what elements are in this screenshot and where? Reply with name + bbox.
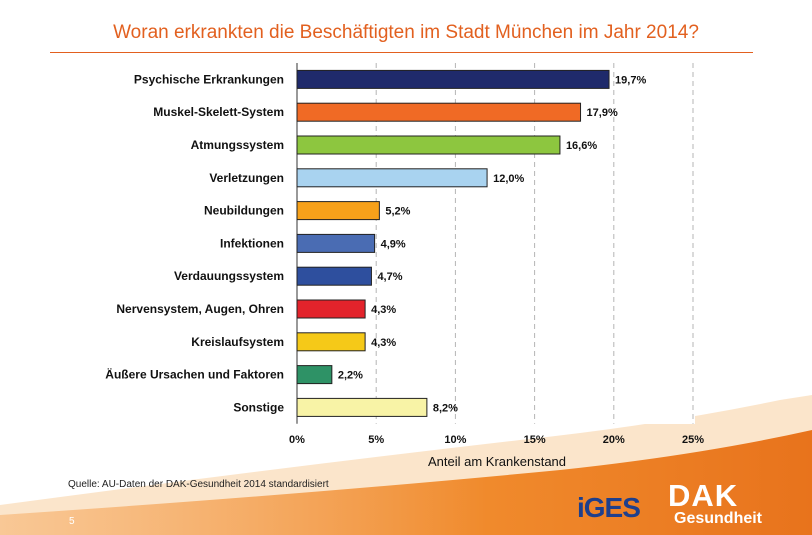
category-label: Äußere Ursachen und Faktoren [105,367,284,382]
data-label: 19,7% [615,74,646,86]
x-tick-label: 15% [524,434,546,446]
data-label: 5,2% [385,206,410,218]
data-label: 4,9% [381,238,406,250]
category-label: Kreislaufsystem [191,335,284,349]
dak-logo: DAK Gesundheit [664,478,774,528]
category-label: Psychische Erkrankungen [134,72,284,86]
bar [296,397,428,417]
data-label: 8,2% [433,402,458,414]
category-label: Verdauungssystem [174,269,284,283]
data-label: 4,3% [371,304,396,316]
bar [296,69,610,89]
data-label: 12,0% [493,173,524,185]
category-label: Infektionen [220,236,284,250]
data-label: 4,3% [371,337,396,349]
bar [296,135,561,155]
data-label: 2,2% [338,370,363,382]
iges-logo: iGES [577,492,641,523]
bar [296,233,376,253]
category-label: Neubildungen [204,204,284,218]
title-divider [50,52,753,53]
source-note: Quelle: AU-Daten der DAK-Gesundheit 2014… [68,479,329,490]
x-tick-label: 25% [682,434,704,446]
bar [296,102,582,122]
x-tick-label: 0% [289,434,305,446]
page-number: 5 [69,516,75,527]
bar [296,299,366,319]
bar [296,168,488,188]
category-label: Sonstige [233,400,284,414]
data-label: 17,9% [587,107,618,119]
data-label: 4,7% [377,271,402,283]
category-label: Muskel-Skelett-System [153,105,284,119]
category-label: Atmungssystem [191,138,284,152]
dak-logo-subtext: Gesundheit [674,510,763,527]
data-label: 16,6% [566,140,597,152]
page-title: Woran erkrankten die Beschäftigten im St… [113,22,699,43]
category-label: Verletzungen [209,171,284,185]
footer-band [0,430,812,535]
bar [296,332,366,352]
x-tick-label: 5% [368,434,384,446]
category-label: Nervensystem, Augen, Ohren [116,302,284,316]
bar [296,201,380,221]
x-axis-label: Anteil am Krankenstand [428,454,566,469]
x-tick-label: 20% [603,434,625,446]
bar [296,365,333,385]
dak-logo-text: DAK [668,478,739,513]
x-tick-label: 10% [444,434,466,446]
bar [296,266,372,286]
